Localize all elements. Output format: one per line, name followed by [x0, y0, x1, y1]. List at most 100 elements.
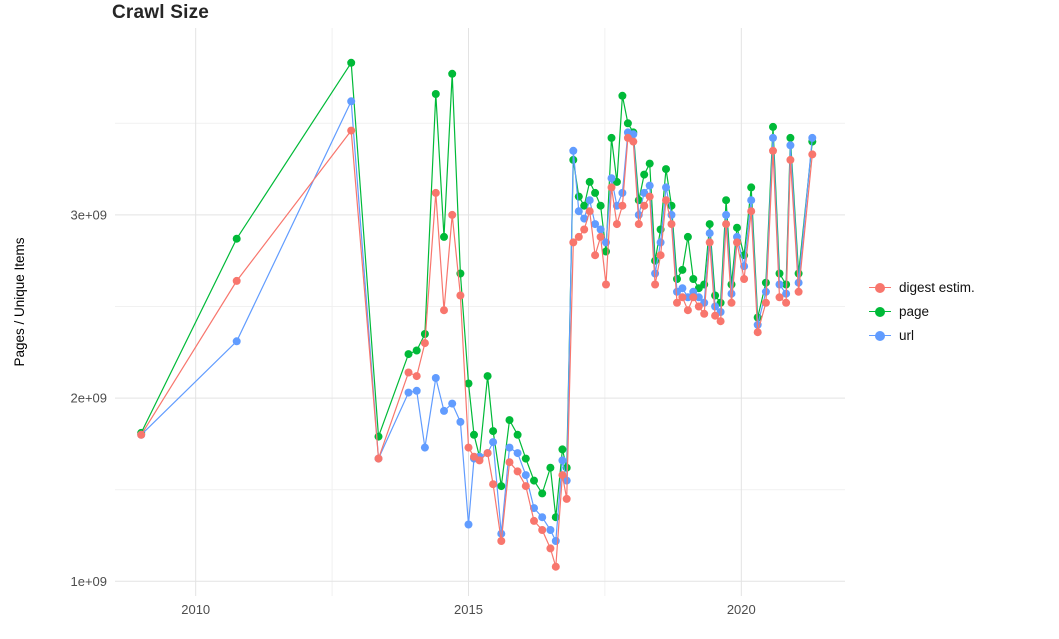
data-point	[558, 456, 567, 465]
data-point	[645, 181, 654, 190]
data-point	[513, 467, 522, 476]
data-point	[733, 238, 741, 247]
legend-item-page: page	[869, 304, 975, 319]
data-point	[374, 454, 383, 463]
data-point	[448, 69, 457, 78]
data-point	[618, 188, 627, 197]
legend-swatch-digest-estim-icon	[869, 282, 891, 294]
data-point	[448, 399, 457, 408]
data-point	[505, 416, 514, 425]
data-point	[232, 234, 241, 243]
data-point	[574, 192, 583, 201]
y-axis-label: Pages / Unique Items	[12, 237, 27, 367]
grid-minor	[115, 28, 845, 596]
data-point	[716, 317, 725, 326]
data-point	[596, 232, 605, 241]
x-tick-label: 2020	[727, 602, 756, 617]
data-point	[513, 449, 522, 458]
data-point	[505, 443, 514, 452]
data-point	[618, 201, 627, 210]
data-point	[645, 192, 654, 201]
data-point	[612, 220, 621, 229]
y-tick-label: 2e+09	[70, 391, 107, 406]
data-point	[769, 122, 777, 131]
data-point	[483, 449, 492, 458]
data-point	[546, 526, 555, 534]
data-point	[530, 476, 538, 485]
data-point	[538, 489, 547, 498]
data-point	[591, 188, 600, 197]
data-point	[456, 291, 465, 300]
data-point	[711, 311, 720, 320]
data-point	[596, 201, 605, 210]
data-point	[420, 330, 429, 338]
data-point	[456, 417, 465, 426]
data-point	[580, 214, 589, 223]
data-point	[521, 454, 530, 463]
data-point	[747, 207, 756, 216]
data-point	[602, 280, 610, 289]
data-point	[673, 275, 681, 283]
data-point	[678, 293, 687, 302]
data-point	[585, 177, 594, 186]
data-point	[497, 529, 506, 538]
data-point	[747, 196, 756, 205]
data-point	[623, 119, 632, 128]
legend-item-url: url	[869, 328, 975, 343]
data-point	[440, 232, 448, 241]
data-point	[683, 306, 692, 315]
data-point	[404, 350, 413, 359]
data-point	[656, 238, 665, 247]
data-point	[775, 293, 784, 302]
data-point	[722, 196, 731, 205]
legend-label-digest-estim: digest estim.	[899, 280, 975, 295]
legend-swatch-page-icon	[869, 306, 891, 318]
data-point	[464, 443, 473, 452]
data-point	[347, 126, 356, 135]
series-line	[140, 128, 813, 567]
data-point	[489, 427, 498, 436]
data-point	[521, 471, 530, 480]
y-tick-label: 3e+09	[70, 207, 107, 222]
data-point	[580, 225, 589, 234]
data-point	[558, 445, 567, 454]
data-point	[662, 183, 670, 192]
data-point	[232, 276, 241, 285]
data-point	[733, 223, 741, 232]
x-tick-label: 2010	[181, 602, 210, 617]
data-point	[497, 482, 506, 491]
data-point	[483, 372, 492, 381]
series-line	[140, 99, 813, 544]
data-point	[607, 183, 616, 192]
data-point	[662, 165, 670, 174]
data-point	[431, 188, 440, 197]
data-point	[412, 346, 421, 355]
data-point	[794, 287, 803, 296]
data-point	[727, 298, 736, 307]
data-point	[431, 90, 440, 98]
data-point	[574, 207, 583, 216]
data-point	[786, 141, 795, 150]
grid-major	[115, 28, 845, 596]
data-point	[640, 170, 649, 179]
data-point	[505, 458, 514, 467]
data-point	[694, 302, 703, 311]
data-point	[513, 430, 522, 439]
data-point	[596, 225, 605, 234]
data-point	[569, 146, 578, 155]
series-line	[140, 60, 813, 518]
data-point	[404, 368, 413, 377]
data-point	[727, 289, 736, 298]
data-point	[562, 494, 571, 503]
data-point	[521, 482, 530, 491]
data-point	[769, 146, 777, 155]
data-point	[629, 137, 638, 146]
series-url	[137, 97, 817, 545]
legend-label-page: page	[899, 304, 930, 319]
data-point	[137, 430, 146, 439]
data-point	[464, 379, 473, 388]
data-point	[607, 174, 616, 183]
data-point	[440, 406, 448, 415]
